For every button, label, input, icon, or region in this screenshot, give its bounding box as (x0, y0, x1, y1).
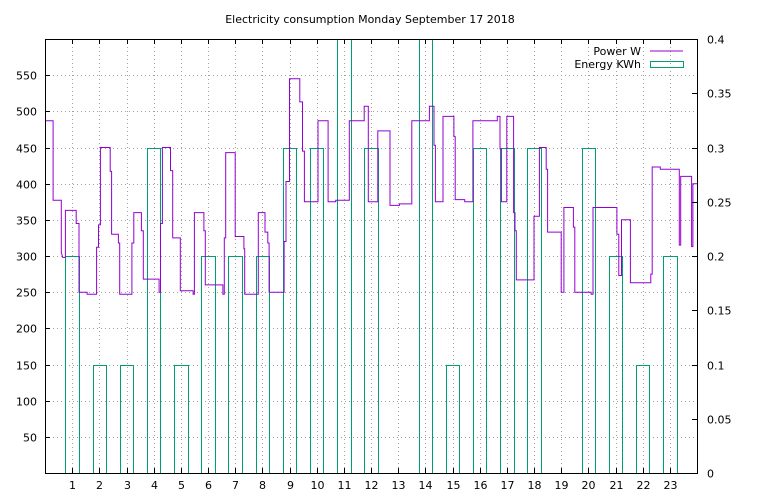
x-tick-label: 14 (419, 479, 433, 492)
y-tick-label: 50 (23, 432, 37, 445)
x-tick-label: 18 (528, 479, 542, 492)
energy-bar (65, 256, 80, 473)
y-axis-right: 0 0.05 0.1 0.15 0.2 0.25 0.3 0.35 0.4 (692, 34, 732, 481)
x-tick-label: 22 (637, 479, 651, 492)
energy-bar (147, 148, 161, 473)
energy-bar (473, 148, 487, 473)
series-energy-kwh (65, 39, 678, 473)
chart-title: Electricity consumption Monday September… (225, 13, 515, 26)
y2-tick-label: 0.35 (707, 88, 732, 101)
x-tick-label: 11 (338, 479, 352, 492)
energy-bar (174, 365, 189, 473)
energy-bar (663, 256, 678, 473)
legend-label-power: Power W (593, 45, 641, 58)
energy-bar (500, 148, 515, 473)
energy-bar (256, 256, 270, 473)
x-tick-label: 21 (610, 479, 624, 492)
energy-bar (93, 365, 107, 473)
energy-bar (582, 148, 596, 473)
x-tick-label: 20 (582, 479, 596, 492)
y-tick-label: 550 (16, 70, 37, 83)
energy-bar (283, 148, 297, 473)
x-tick-label: 13 (392, 479, 406, 492)
x-tick-label: 8 (259, 479, 266, 492)
x-tick-label: 4 (151, 479, 158, 492)
legend-item-power: Power W (593, 45, 683, 58)
y2-tick-label: 0.25 (707, 197, 732, 210)
y-tick-label: 100 (16, 396, 37, 409)
y-tick-label: 300 (16, 251, 37, 264)
energy-bar (636, 365, 650, 473)
x-tick-label: 1 (69, 479, 76, 492)
energy-bar (120, 365, 134, 473)
x-tick-label: 3 (124, 479, 131, 492)
energy-bar (228, 256, 243, 473)
x-tick-label: 17 (501, 479, 515, 492)
energy-bar (201, 256, 216, 473)
x-tick-label: 2 (96, 479, 103, 492)
y-axis-left: 50 100 150 200 250 300 350 400 450 500 550 (16, 70, 50, 445)
y-tick-label: 400 (16, 179, 37, 192)
y-tick-label: 350 (16, 215, 37, 228)
y2-tick-label: 0.2 (707, 251, 725, 264)
y-tick-label: 450 (16, 143, 37, 156)
y-tick-label: 500 (16, 106, 37, 119)
x-tick-label: 6 (205, 479, 212, 492)
y2-tick-label: 0.05 (707, 414, 732, 427)
x-tick-label: 15 (447, 479, 461, 492)
y2-tick-label: 0.1 (707, 360, 725, 373)
energy-bar (446, 365, 460, 473)
energy-bar (527, 148, 542, 473)
y2-tick-label: 0 (707, 468, 714, 481)
x-tick-label: 5 (178, 479, 185, 492)
x-tick-label: 19 (555, 479, 569, 492)
x-tick-label: 12 (365, 479, 379, 492)
y-tick-label: 250 (16, 287, 37, 300)
y-tick-label: 150 (16, 360, 37, 373)
energy-bar (609, 256, 623, 473)
y2-tick-label: 0.3 (707, 143, 725, 156)
series-power-w (45, 78, 697, 295)
energy-bar (364, 148, 379, 473)
legend: Power W Energy KWh (574, 45, 684, 71)
legend-item-energy: Energy KWh (574, 58, 684, 71)
y-tick-label: 200 (16, 323, 37, 336)
y2-tick-label: 0.15 (707, 305, 732, 318)
energy-bar (310, 148, 324, 473)
x-tick-label: 23 (664, 479, 678, 492)
x-tick-label: 9 (287, 479, 294, 492)
x-tick-label: 7 (232, 479, 239, 492)
x-axis: 1 2 3 4 5 6 7 8 9 10 11 12 13 14 15 16 17 18 19 20 21 22 23 (69, 39, 678, 492)
legend-label-energy: Energy KWh (574, 58, 641, 71)
power-line (45, 78, 697, 295)
y2-tick-label: 0.4 (707, 34, 725, 47)
legend-swatch-energy (650, 61, 684, 68)
x-tick-label: 16 (474, 479, 488, 492)
x-tick-label: 10 (311, 479, 325, 492)
